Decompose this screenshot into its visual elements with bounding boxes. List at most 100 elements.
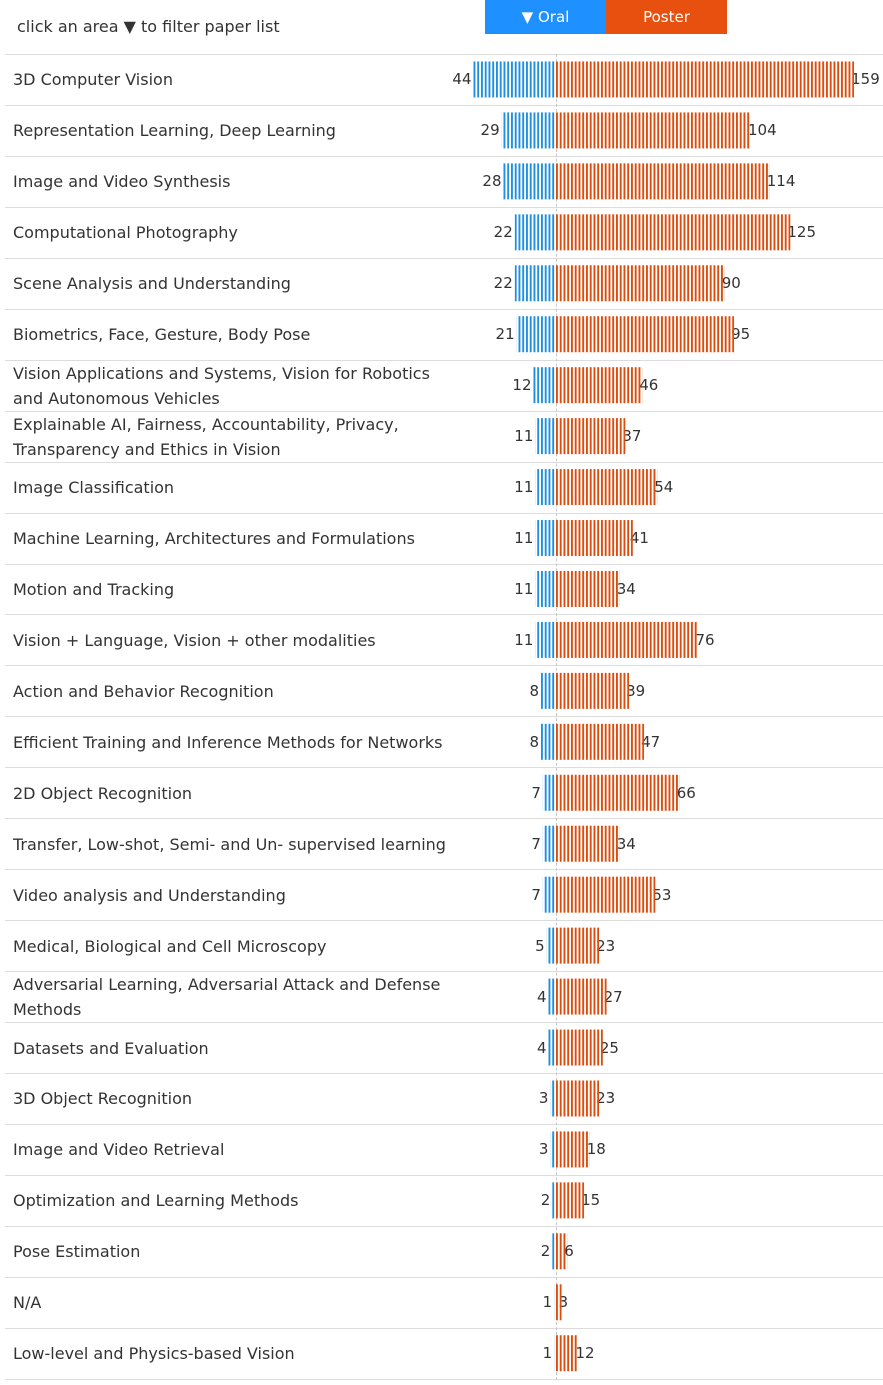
poster-bar[interactable] xyxy=(556,520,633,557)
oral-value-label: 29 xyxy=(480,121,500,140)
oral-bar[interactable] xyxy=(535,520,556,557)
oral-bar[interactable] xyxy=(542,825,556,862)
oral-bar[interactable] xyxy=(550,1131,556,1168)
poster-value-label: 53 xyxy=(652,885,672,904)
poster-bar[interactable] xyxy=(556,1284,562,1321)
poster-bar[interactable] xyxy=(556,163,770,200)
category-label[interactable]: Explainable AI, Fairness, Accountability… xyxy=(13,414,399,459)
poster-bar[interactable] xyxy=(556,1080,600,1117)
oral-bar[interactable] xyxy=(473,61,557,98)
category-label[interactable]: N/A xyxy=(13,1293,42,1313)
poster-bar[interactable] xyxy=(556,61,855,98)
oral-bar[interactable] xyxy=(501,112,556,149)
poster-value-label: 47 xyxy=(641,732,661,751)
poster-value-label: 114 xyxy=(766,172,796,191)
poster-bar[interactable] xyxy=(556,978,607,1015)
category-label[interactable]: Transfer, Low-shot, Semi- and Un- superv… xyxy=(13,834,446,854)
category-label[interactable]: Datasets and Evaluation xyxy=(13,1038,209,1058)
oral-bar[interactable] xyxy=(535,469,556,506)
category-label[interactable]: Video analysis and Understanding xyxy=(13,885,286,905)
oral-value-label: 7 xyxy=(531,834,541,853)
poster-value-label: 15 xyxy=(581,1191,601,1210)
oral-bar[interactable] xyxy=(535,570,556,607)
poster-bar[interactable] xyxy=(556,214,791,251)
oral-value-label: 28 xyxy=(482,172,502,191)
category-label[interactable]: Adversarial Learning, Adversarial Attack… xyxy=(13,975,441,1020)
filter-hint: click an area ▼ to filter paper list xyxy=(17,17,280,36)
poster-bar[interactable] xyxy=(556,469,658,506)
legend-oral-button[interactable]: ▼ Oral xyxy=(485,0,606,34)
poster-bar[interactable] xyxy=(556,927,600,964)
category-label[interactable]: Motion and Tracking xyxy=(13,579,175,599)
poster-bar[interactable] xyxy=(556,265,725,302)
oral-value-label: 8 xyxy=(529,681,539,700)
poster-bar[interactable] xyxy=(556,570,620,607)
oral-value-label: 1 xyxy=(542,1293,553,1312)
category-label[interactable]: 3D Object Recognition xyxy=(13,1089,192,1109)
poster-bar[interactable] xyxy=(556,418,626,455)
oral-bar[interactable] xyxy=(516,316,556,353)
oral-bar[interactable] xyxy=(548,1029,557,1066)
category-label[interactable]: 3D Computer Vision xyxy=(13,70,173,90)
oral-bar[interactable] xyxy=(552,1233,556,1270)
category-label[interactable]: Optimization and Learning Methods xyxy=(13,1191,299,1211)
legend-poster-button[interactable]: Poster xyxy=(606,0,727,34)
oral-bar[interactable] xyxy=(542,876,556,913)
category-label[interactable]: Efficient Training and Inference Methods… xyxy=(13,732,443,752)
oral-value-label: 3 xyxy=(538,1140,549,1159)
row-divider xyxy=(5,207,883,208)
category-label[interactable]: Scene Analysis and Understanding xyxy=(13,274,291,294)
poster-value-label: 18 xyxy=(586,1140,606,1159)
poster-bar[interactable] xyxy=(556,367,643,404)
oral-bar[interactable] xyxy=(548,978,557,1015)
category-label[interactable]: Biometrics, Face, Gesture, Body Pose xyxy=(13,325,311,345)
category-label[interactable]: Image Classification xyxy=(13,478,175,498)
poster-bar[interactable] xyxy=(556,1131,590,1168)
category-label[interactable]: Vision Applications and Systems, Vision … xyxy=(13,363,430,408)
poster-value-label: 34 xyxy=(616,834,636,853)
poster-bar[interactable] xyxy=(556,1233,568,1270)
poster-bar[interactable] xyxy=(556,621,699,658)
oral-bar[interactable] xyxy=(533,367,557,404)
row-divider xyxy=(5,1073,883,1074)
oral-bar[interactable] xyxy=(542,774,556,811)
category-label[interactable]: Low-level and Physics-based Vision xyxy=(13,1344,295,1364)
oral-bar[interactable] xyxy=(535,418,556,455)
oral-bar[interactable] xyxy=(541,723,556,760)
category-label[interactable]: Pose Estimation xyxy=(13,1242,141,1262)
poster-bar[interactable] xyxy=(556,1335,579,1372)
category-label[interactable]: 2D Object Recognition xyxy=(13,783,192,803)
category-label[interactable]: Vision + Language, Vision + other modali… xyxy=(13,630,376,650)
category-label[interactable]: Medical, Biological and Cell Microscopy xyxy=(13,936,327,956)
category-label[interactable]: Image and Video Synthesis xyxy=(13,172,231,192)
oral-bar[interactable] xyxy=(503,163,557,200)
poster-bar[interactable] xyxy=(556,112,751,149)
poster-bar[interactable] xyxy=(556,723,645,760)
poster-bar[interactable] xyxy=(556,316,735,353)
row-divider xyxy=(5,411,883,412)
oral-value-label: 11 xyxy=(514,478,534,497)
category-label[interactable]: Computational Photography xyxy=(13,223,238,243)
category-label[interactable]: Representation Learning, Deep Learning xyxy=(13,121,336,141)
category-label[interactable]: Action and Behavior Recognition xyxy=(13,681,274,701)
oral-bar[interactable] xyxy=(546,927,556,964)
oral-bar[interactable] xyxy=(535,621,556,658)
oral-value-label: 8 xyxy=(529,732,539,751)
oral-bar[interactable] xyxy=(550,1080,556,1117)
poster-bar[interactable] xyxy=(556,825,620,862)
poster-bar[interactable] xyxy=(556,672,630,709)
category-label[interactable]: Machine Learning, Architectures and Form… xyxy=(13,529,415,549)
category-label[interactable]: Image and Video Retrieval xyxy=(13,1140,225,1160)
oral-bar[interactable] xyxy=(552,1182,556,1219)
oral-bar[interactable] xyxy=(514,265,556,302)
oral-bar[interactable] xyxy=(541,672,556,709)
poster-bar[interactable] xyxy=(556,1029,603,1066)
poster-value-label: 23 xyxy=(596,1089,616,1108)
poster-bar[interactable] xyxy=(556,1182,585,1219)
poster-bar[interactable] xyxy=(556,774,680,811)
oral-bar[interactable] xyxy=(554,1284,556,1321)
poster-bar[interactable] xyxy=(556,876,656,913)
oral-bar[interactable] xyxy=(514,214,556,251)
oral-bar[interactable] xyxy=(554,1335,556,1372)
